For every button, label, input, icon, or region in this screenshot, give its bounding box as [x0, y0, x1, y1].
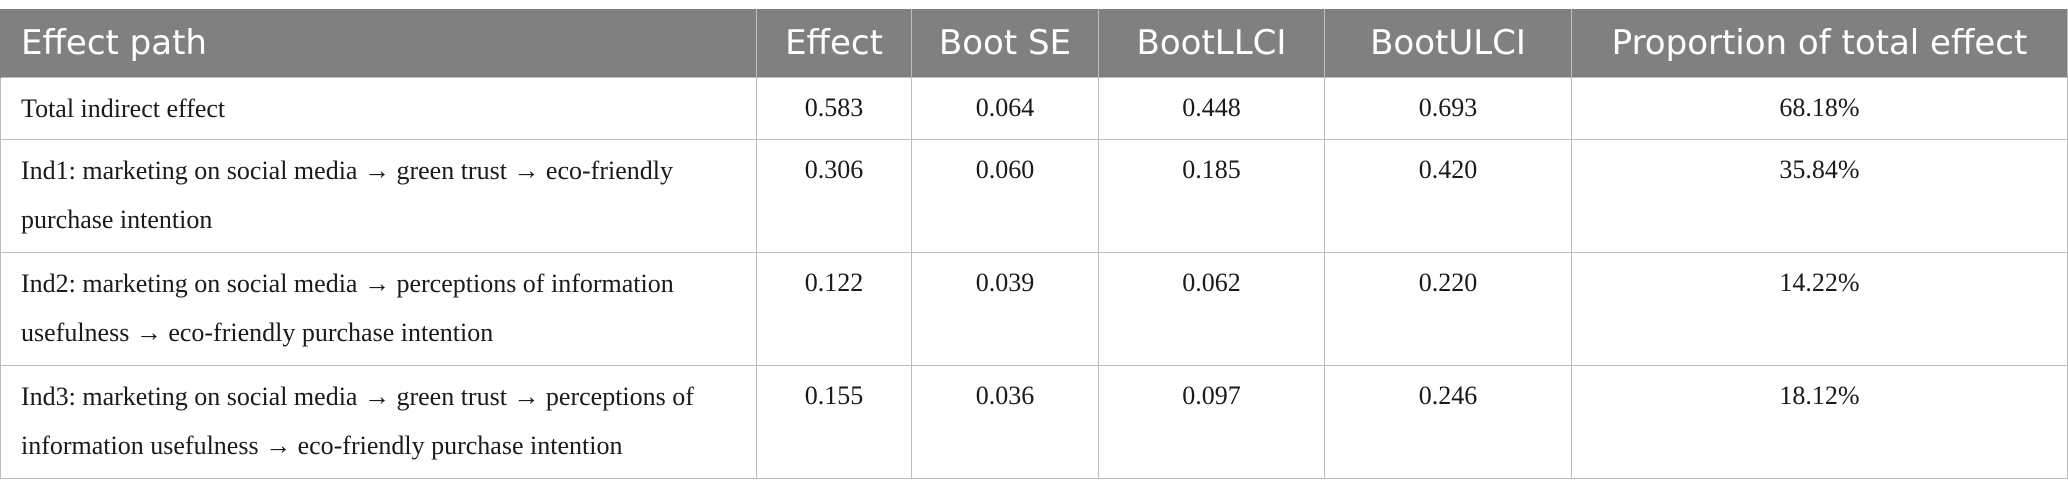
- cell-boot-se: 0.060: [911, 139, 1099, 253]
- header-boot-llci: BootLLCI: [1098, 9, 1325, 78]
- cell-effect: 0.155: [756, 365, 912, 479]
- table-row: Ind1: marketing on social media → green …: [0, 139, 2068, 253]
- cell-boot-se: 0.064: [911, 77, 1099, 140]
- cell-effect: 0.122: [756, 252, 912, 366]
- cell-effect: 0.583: [756, 77, 912, 140]
- cell-proportion: 35.84%: [1571, 139, 2068, 253]
- cell-boot-ulci: 0.246: [1324, 365, 1572, 479]
- cell-boot-se: 0.039: [911, 252, 1099, 366]
- cell-boot-ulci: 0.220: [1324, 252, 1572, 366]
- cell-effect-path: Ind3: marketing on social media → green …: [0, 365, 757, 479]
- mediation-effects-table-container: Effect path Effect Boot SE BootLLCI Boot…: [0, 9, 2068, 479]
- header-proportion: Proportion of total effect: [1571, 9, 2068, 78]
- cell-proportion: 18.12%: [1571, 365, 2068, 479]
- cell-effect-path: Ind2: marketing on social media → percep…: [0, 252, 757, 366]
- cell-boot-llci: 0.062: [1098, 252, 1325, 366]
- mediation-effects-table: Effect path Effect Boot SE BootLLCI Boot…: [0, 9, 2068, 479]
- header-boot-ulci: BootULCI: [1324, 9, 1572, 78]
- table-row: Total indirect effect 0.583 0.064 0.448 …: [0, 77, 2068, 140]
- cell-boot-ulci: 0.693: [1324, 77, 1572, 140]
- table-row: Ind3: marketing on social media → green …: [0, 365, 2068, 479]
- header-effect-path: Effect path: [0, 9, 757, 78]
- cell-boot-ulci: 0.420: [1324, 139, 1572, 253]
- cell-effect: 0.306: [756, 139, 912, 253]
- cell-effect-path: Total indirect effect: [0, 77, 757, 140]
- header-boot-se: Boot SE: [911, 9, 1099, 78]
- header-effect: Effect: [756, 9, 912, 78]
- table-header: Effect path Effect Boot SE BootLLCI Boot…: [0, 9, 2068, 78]
- cell-effect-path: Ind1: marketing on social media → green …: [0, 139, 757, 253]
- cell-boot-se: 0.036: [911, 365, 1099, 479]
- header-row: Effect path Effect Boot SE BootLLCI Boot…: [0, 9, 2068, 78]
- cell-proportion: 14.22%: [1571, 252, 2068, 366]
- cell-boot-llci: 0.097: [1098, 365, 1325, 479]
- table-row: Ind2: marketing on social media → percep…: [0, 252, 2068, 366]
- table-body: Total indirect effect 0.583 0.064 0.448 …: [0, 77, 2068, 479]
- cell-proportion: 68.18%: [1571, 77, 2068, 140]
- cell-boot-llci: 0.185: [1098, 139, 1325, 253]
- cell-boot-llci: 0.448: [1098, 77, 1325, 140]
